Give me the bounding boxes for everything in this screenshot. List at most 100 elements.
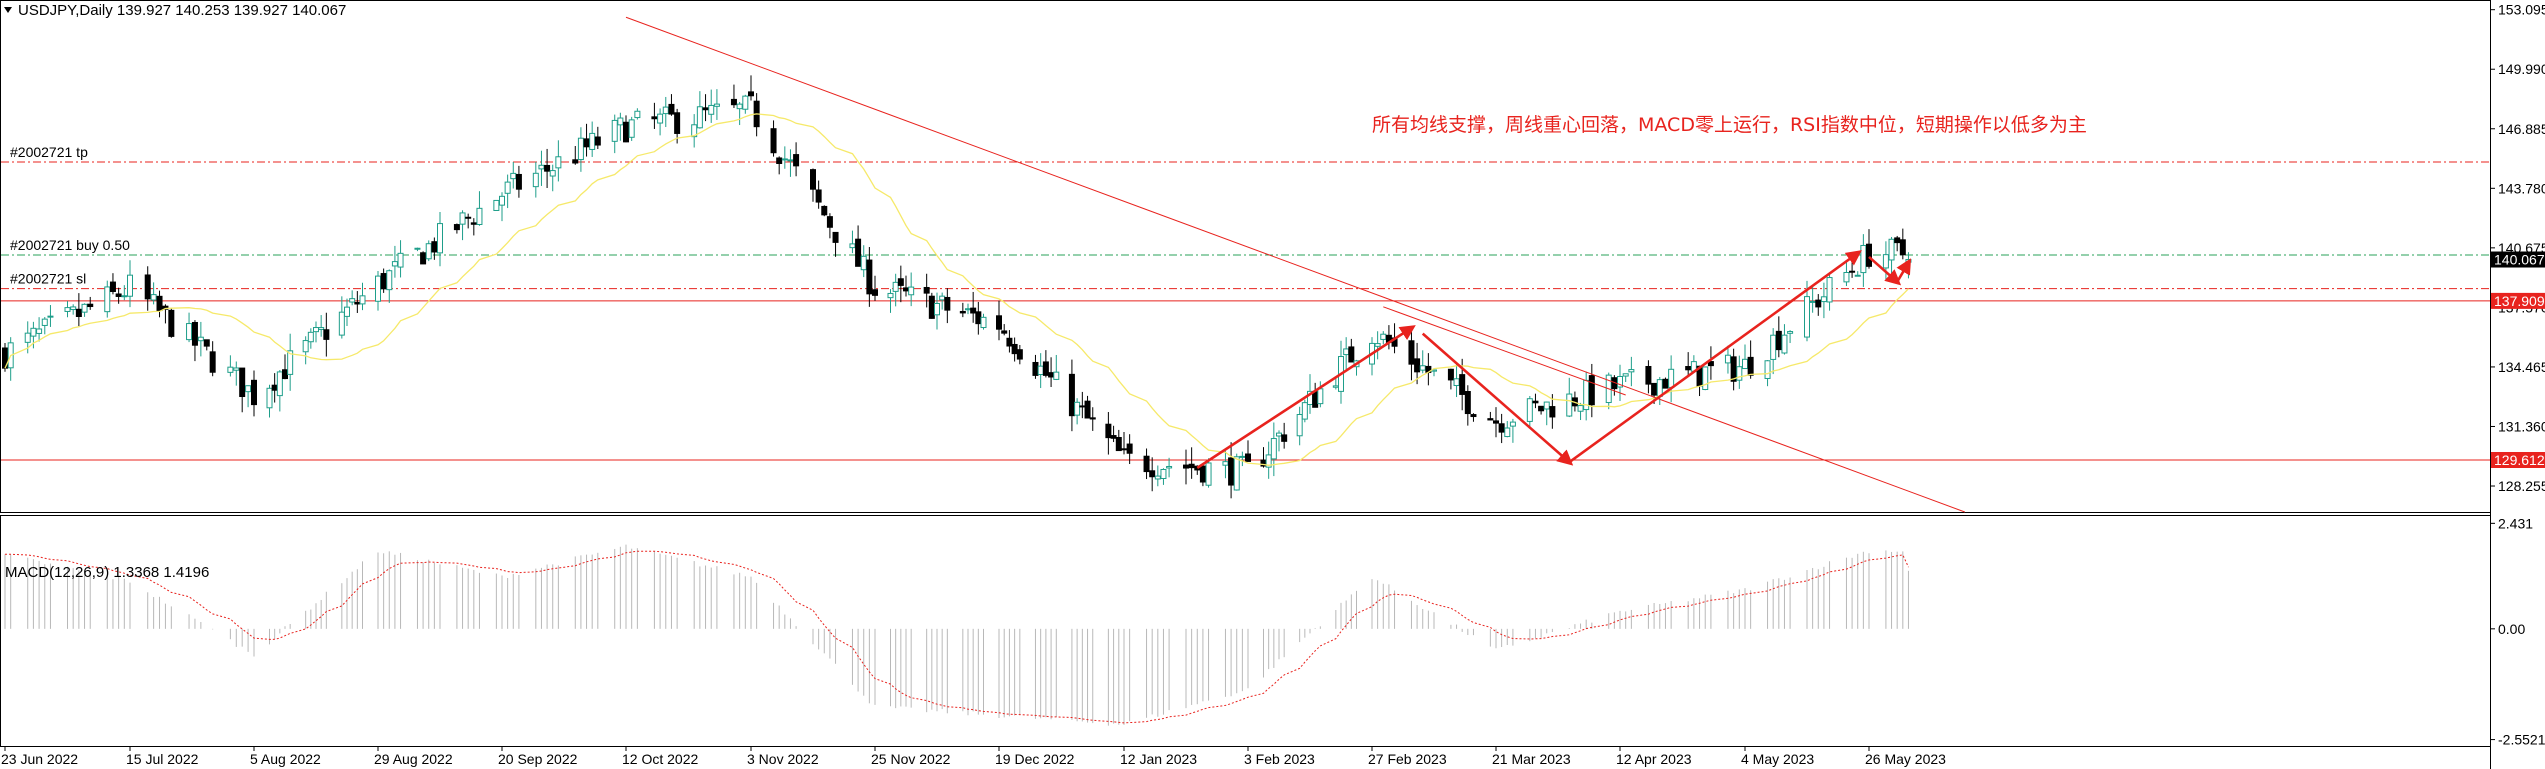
candle-body (1032, 361, 1039, 376)
candle-body (504, 181, 511, 194)
date-tick-label: 12 Apr 2023 (1616, 751, 1692, 767)
candle-body (465, 216, 472, 219)
candles (2, 75, 1912, 499)
candle-body (1074, 401, 1081, 416)
candle-body (1084, 400, 1091, 419)
candle-body (41, 318, 48, 326)
candle-body (1509, 421, 1516, 427)
candle-body (1343, 348, 1350, 356)
candle-body (186, 323, 193, 341)
candle-body (1622, 373, 1629, 377)
candle-body (1317, 388, 1324, 405)
candle-body (1668, 368, 1675, 388)
candle-body (1724, 354, 1731, 364)
candle-body (1662, 378, 1669, 389)
candle-body (1843, 272, 1850, 283)
candle-body (323, 329, 330, 340)
candle-body (420, 252, 427, 265)
candle-body (1048, 372, 1055, 378)
candle-body (1188, 463, 1195, 469)
candle-body (1860, 244, 1867, 274)
candle-body (1588, 375, 1595, 406)
date-tick-label: 26 May 2023 (1865, 751, 1946, 767)
candle-body (1730, 356, 1737, 382)
candle-body (1453, 378, 1460, 387)
collapse-triangle-icon[interactable] (4, 7, 12, 13)
candle-body (1143, 455, 1150, 473)
candle-body (1702, 366, 1709, 391)
candle-body (397, 252, 404, 268)
candle-body (127, 274, 133, 297)
main-plot-layer: #2002721 tp #2002721 buy 0.50 #2002721 sl (1, 16, 2490, 513)
candle-body (872, 289, 878, 296)
candle-body (1543, 401, 1550, 410)
macd-histogram (4, 544, 1909, 726)
candle-body (1526, 398, 1533, 422)
candle-body (1888, 238, 1895, 261)
candle-body (1016, 349, 1023, 360)
order-line-label: #2002721 buy 0.50 (10, 237, 130, 253)
candle-body (287, 350, 294, 375)
price-tick-label: 134.465 (2498, 359, 2545, 375)
candle-body (810, 169, 816, 190)
candle-body (70, 306, 77, 311)
candle-body (87, 303, 94, 308)
candle-body (191, 321, 198, 346)
candle-body (359, 295, 366, 305)
candle-body (510, 172, 517, 180)
candle-body (589, 132, 596, 150)
candle-body (939, 295, 946, 301)
candle-body (965, 308, 971, 311)
candle-body (555, 156, 562, 169)
candle-body (651, 116, 658, 120)
candle-body (1905, 259, 1912, 263)
candle-body (628, 119, 635, 138)
candle-body (1233, 456, 1240, 491)
candle-body (282, 369, 288, 380)
candle-body (1617, 375, 1623, 388)
current-price-badge (2491, 251, 2545, 268)
trend-arrow (1421, 332, 1574, 466)
candle-body (1866, 243, 1872, 267)
candle-body (1270, 438, 1277, 460)
candle-body (344, 306, 350, 317)
candle-body (30, 327, 37, 337)
candle-body (980, 316, 987, 329)
candle-body (970, 307, 977, 314)
candle-body (1747, 356, 1754, 376)
candle-body (934, 302, 940, 316)
order-line-label: #2002721 sl (10, 271, 86, 287)
date-tick-label: 3 Nov 2022 (747, 751, 819, 767)
candle-body (1781, 334, 1788, 354)
candle-body (1645, 365, 1652, 385)
descending-trendline[interactable] (625, 16, 1965, 513)
candle-body (1154, 475, 1161, 480)
candle-body (1532, 400, 1539, 404)
candle-body (302, 340, 309, 353)
candle-body (1222, 461, 1229, 466)
candle-body (144, 274, 151, 300)
moving-average-line (4, 113, 1909, 466)
candle-body (897, 278, 904, 286)
candle-body (1775, 330, 1782, 351)
candle-body (1882, 254, 1889, 269)
candle-body (209, 351, 216, 373)
price-tick-label: 149.990 (2498, 61, 2545, 77)
candle-body (1380, 333, 1387, 340)
candle-body (713, 103, 720, 107)
candle-body (742, 95, 749, 110)
level-price-badge (2491, 292, 2545, 309)
candle-body (437, 223, 443, 254)
trend-arrow (1896, 258, 1912, 283)
channel-trendline[interactable] (1383, 306, 1626, 396)
candle-body (1628, 369, 1635, 373)
date-tick-label: 20 Sep 2022 (498, 751, 578, 767)
candle-body (168, 309, 175, 337)
candle-body (425, 243, 432, 260)
candle-body (1301, 402, 1308, 420)
candle-body (380, 273, 387, 290)
date-tick-label: 23 Jun 2022 (1, 751, 78, 767)
candle-body (696, 106, 703, 129)
candle-body (1787, 331, 1794, 334)
